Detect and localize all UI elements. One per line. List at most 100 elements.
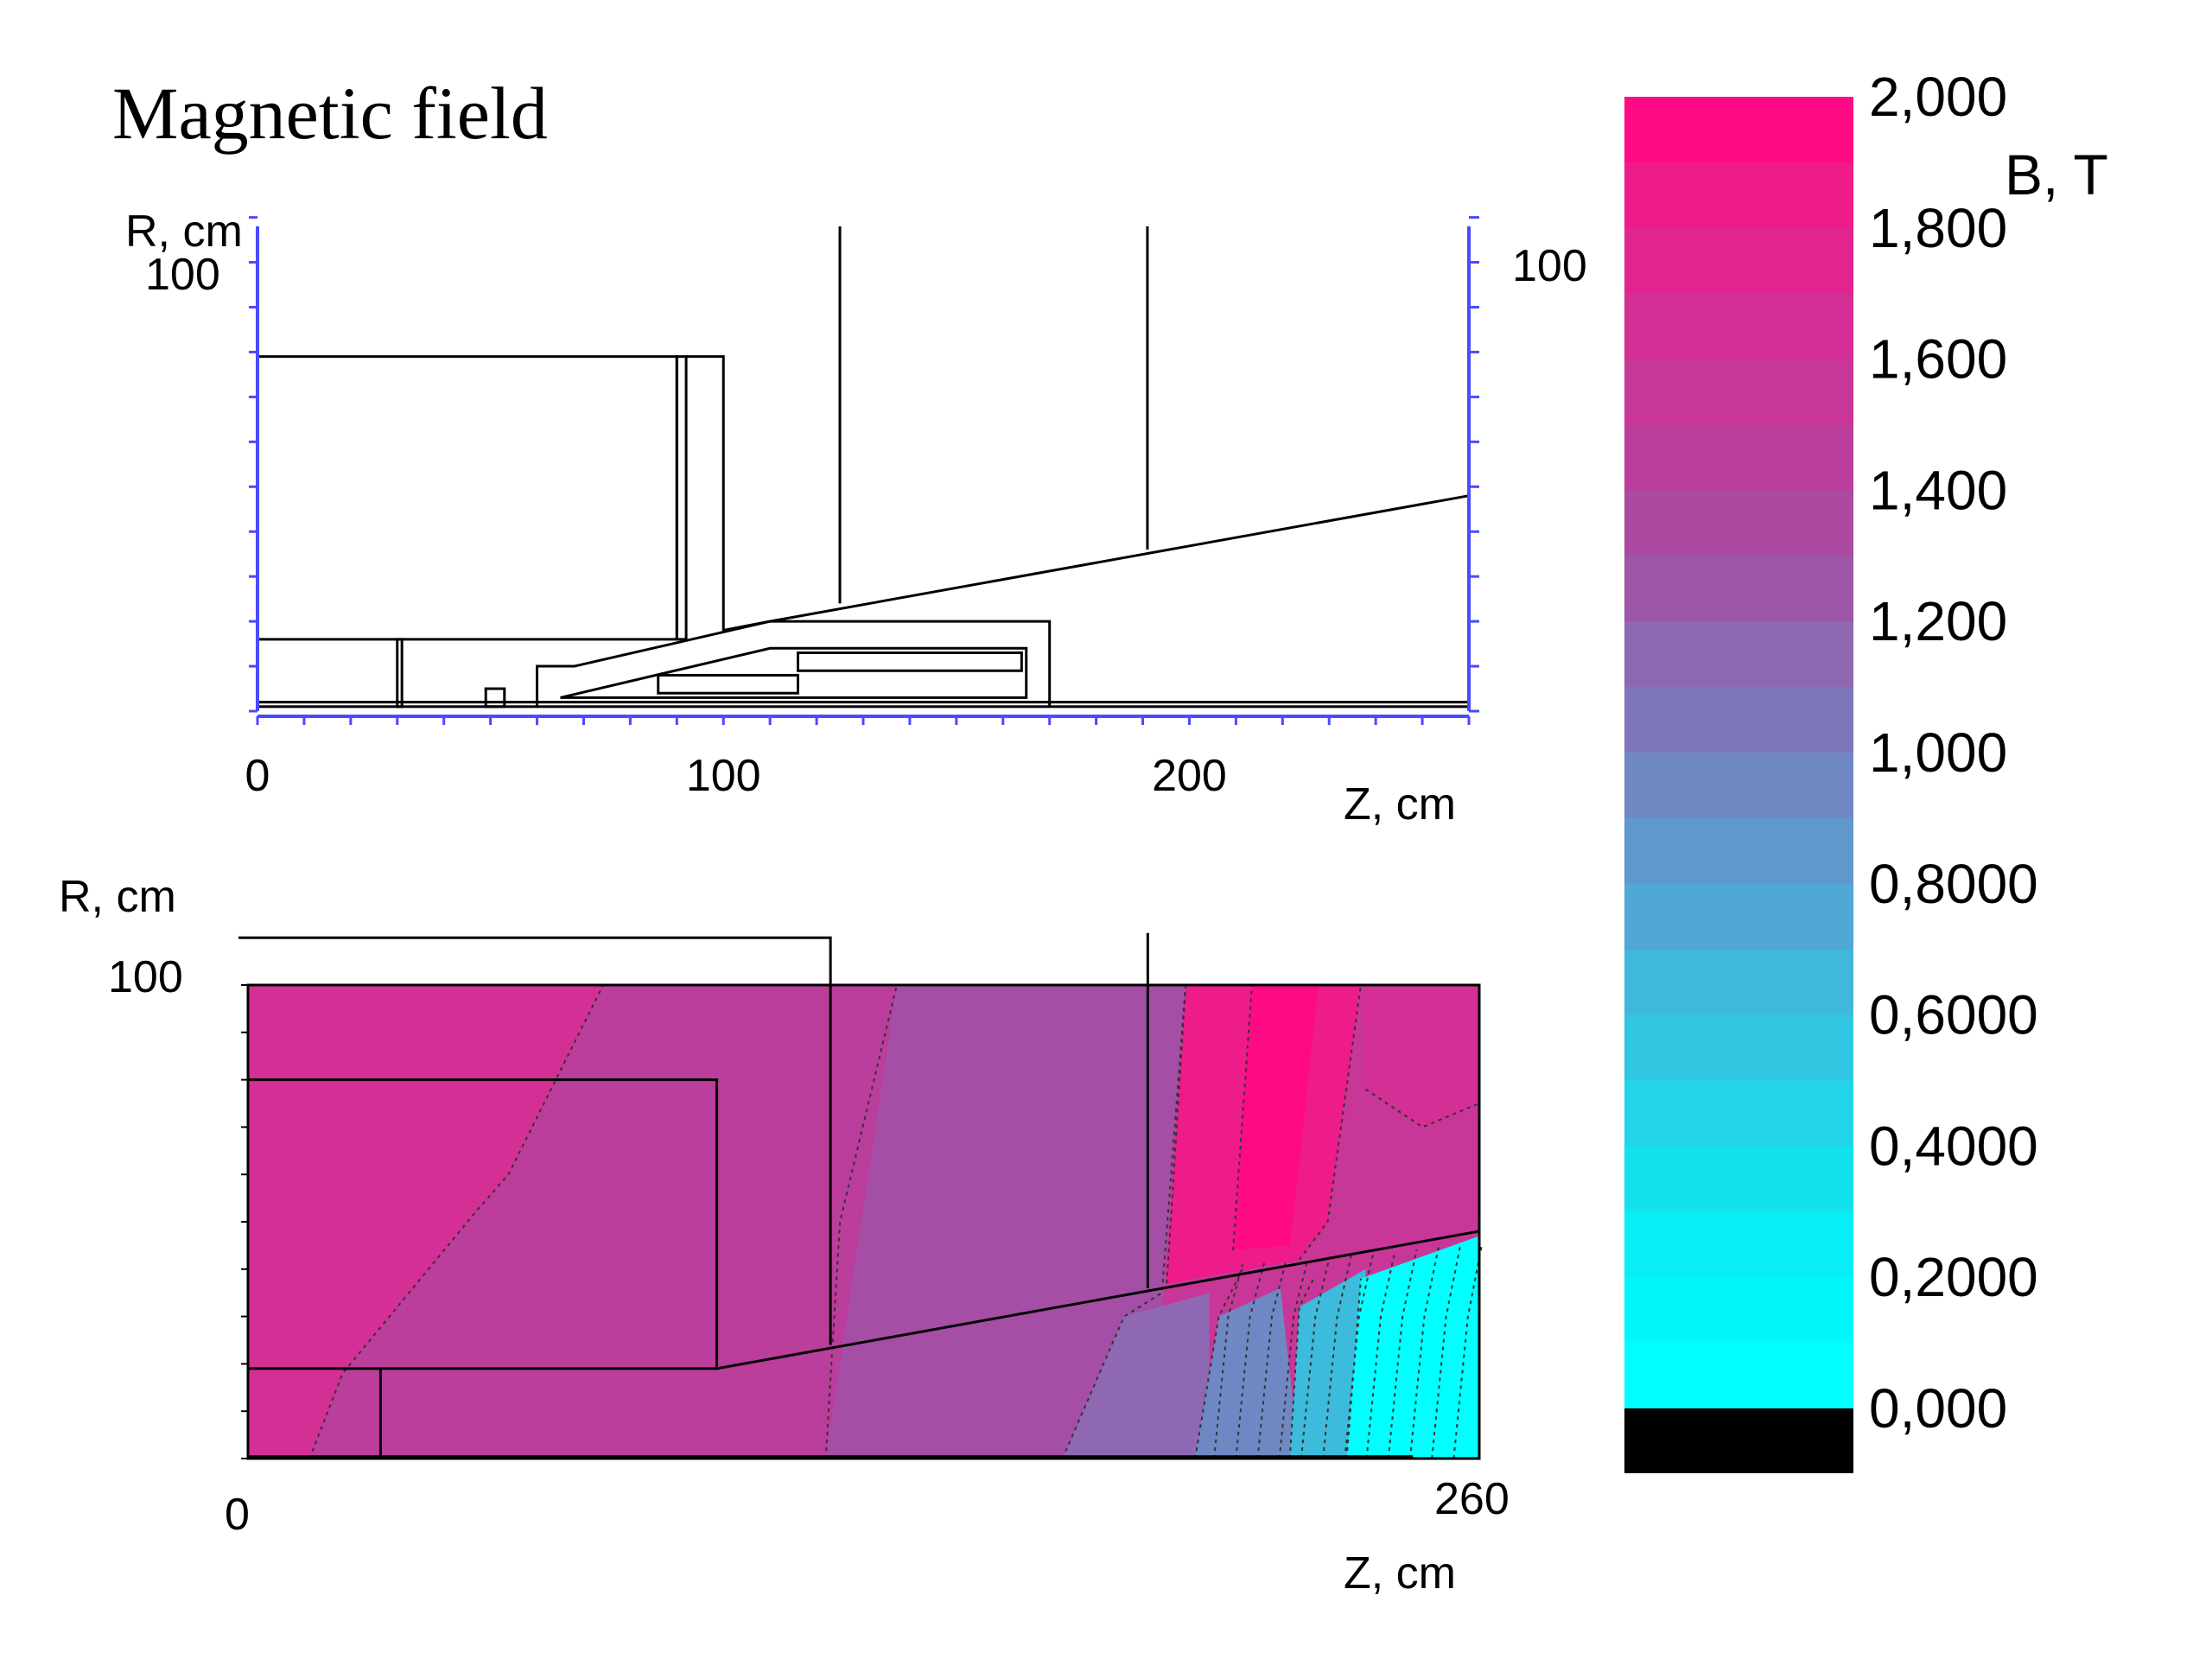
field-map-y-tick: 100 [108, 952, 183, 1002]
field-map-x-tick-start: 0 [225, 1490, 250, 1540]
field-contour [1298, 984, 1362, 1261]
geometry-plot: R, cm 100 100 0 100 200 Z, cm [125, 207, 1587, 830]
field-contour [1364, 1088, 1480, 1128]
field-map-axes [241, 983, 1481, 1460]
figure-title: Magnetic field [112, 72, 548, 155]
field-contour-fan [1365, 1250, 1396, 1459]
geometry-rect [797, 651, 1023, 672]
field-region [1233, 985, 1319, 1250]
field-map-path [238, 936, 832, 1345]
field-map-regions [248, 985, 1479, 1459]
colorbar-tick-label: 0,000 [1869, 1377, 2007, 1440]
colorbar-band [1624, 293, 1853, 360]
field-contour [824, 984, 898, 1459]
field-contour [1194, 1268, 1243, 1459]
colorbar-band [1624, 753, 1853, 819]
geometry-rect [657, 673, 800, 695]
field-map-contours [308, 984, 1484, 1459]
field-contour-fan [1344, 1252, 1375, 1459]
colorbar-band [1624, 97, 1853, 163]
field-region [1062, 1293, 1210, 1459]
geometry-x-tick-label: 0 [245, 751, 270, 801]
colorbar: 2,000 1,800 1,600 1,400 1,200 1,000 0,8000 0,60… [1624, 66, 2108, 1473]
field-region [1346, 1236, 1479, 1459]
field-region [825, 985, 1186, 1459]
colorbar-band [1624, 1343, 1853, 1409]
colorbar-label: B, T [2005, 143, 2108, 207]
field-contour-fan [1452, 1243, 1484, 1459]
field-map-path [716, 1230, 1480, 1370]
colorbar-band [1624, 1211, 1853, 1278]
geometry-axes [249, 216, 1479, 725]
geometry-rect [256, 355, 678, 641]
field-contour [1288, 1278, 1315, 1459]
colorbar-band [1624, 162, 1853, 229]
field-contour-fan [1256, 1260, 1287, 1459]
colorbar-band [1624, 1014, 1853, 1081]
colorbar-tick-label: 1,800 [1869, 197, 2007, 259]
colorbar-tick-label: 0,6000 [1869, 984, 2038, 1046]
geometry-y-tick-left: 100 [145, 250, 220, 300]
colorbar-band [1624, 490, 1853, 556]
colorbar-tick-label: 1,000 [1869, 721, 2007, 784]
colorbar-band [1624, 1080, 1853, 1147]
field-map-x-tick-end: 260 [1434, 1474, 1510, 1524]
colorbar-tick-label: 1,600 [1869, 328, 2007, 391]
geometry-y-axis-label: R, cm [125, 207, 243, 257]
colorbar-band [1624, 424, 1853, 491]
colorbar-band [1624, 1277, 1853, 1344]
field-contour-fan [1387, 1249, 1418, 1459]
colorbar-band [1624, 687, 1853, 753]
geometry-x-ticks: 0 100 200 [245, 751, 1227, 801]
geometry-path [560, 646, 1028, 699]
field-map-x-axis-label: Z, cm [1344, 1548, 1456, 1599]
geometry-y-tick-right: 100 [1512, 241, 1587, 291]
colorbar-zero-band [1624, 1408, 1853, 1473]
colorbar-swatches [1624, 97, 1853, 1473]
field-region [309, 985, 897, 1459]
field-region [1195, 1287, 1300, 1459]
field-contour-fan [1213, 1264, 1243, 1459]
field-region [1360, 985, 1479, 1128]
colorbar-ticks: 2,000 1,800 1,600 1,400 1,200 1,000 0,8000 0,60… [1869, 66, 2038, 1440]
geometry-rect [484, 687, 506, 709]
colorbar-band [1624, 817, 1853, 885]
geometry-x-tick-label: 200 [1152, 751, 1227, 801]
field-contour [1345, 1278, 1362, 1459]
colorbar-band [1624, 621, 1853, 688]
colorbar-tick-label: 1,200 [1869, 590, 2007, 652]
colorbar-tick-label: 1,400 [1869, 459, 2007, 521]
field-map-y-axis-label: R, cm [59, 872, 176, 922]
field-contour-fan [1278, 1258, 1309, 1459]
field-contour-fan [1235, 1262, 1266, 1459]
geometry-rect [675, 355, 688, 641]
colorbar-band [1624, 949, 1853, 1016]
field-region [248, 985, 604, 1459]
field-region [1289, 1268, 1366, 1459]
field-contour [308, 984, 604, 1459]
colorbar-tick-label: 0,8000 [1869, 853, 2038, 915]
geometry-path [686, 355, 1470, 632]
field-contour-fan [1431, 1245, 1462, 1459]
colorbar-band [1624, 883, 1853, 950]
field-map-outline [238, 932, 1480, 1459]
geometry-outline [256, 226, 1471, 709]
colorbar-tick-label: 0,2000 [1869, 1246, 2038, 1308]
colorbar-band [1624, 1146, 1853, 1212]
colorbar-band [1624, 359, 1853, 425]
field-contour-fan [1322, 1255, 1352, 1459]
field-contour-fan [1300, 1256, 1331, 1459]
field-contour [1232, 984, 1253, 1250]
colorbar-tick-label: 0,4000 [1869, 1115, 2038, 1177]
geometry-path [536, 620, 1052, 707]
geometry-rect [256, 701, 1471, 709]
colorbar-band [1624, 556, 1853, 622]
field-contour-fan [1408, 1247, 1440, 1459]
geometry-x-axis-label: Z, cm [1344, 779, 1456, 830]
field-contour [1166, 984, 1187, 1284]
colorbar-band [1624, 227, 1853, 295]
colorbar-tick-label: 2,000 [1869, 66, 2007, 128]
geometry-x-tick-label: 100 [686, 751, 761, 801]
field-map-plot: R, cm 100 0 260 Z, cm [59, 872, 1510, 1599]
